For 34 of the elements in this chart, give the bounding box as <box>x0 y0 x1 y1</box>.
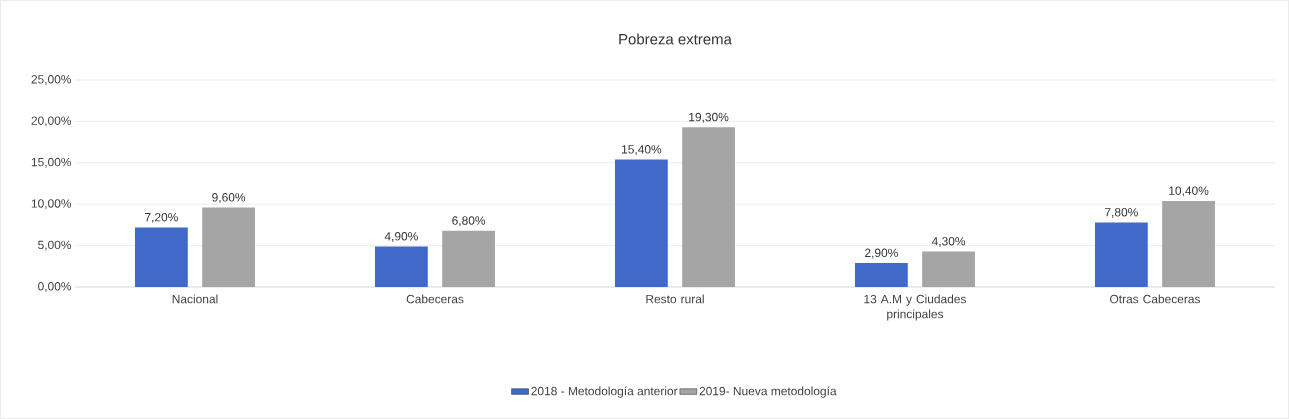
x-tick-label: Otras Cabeceras <box>1110 294 1201 304</box>
bar <box>614 159 668 287</box>
data-label: 7,20% <box>145 212 178 223</box>
bar <box>922 251 975 287</box>
bar <box>1094 222 1148 287</box>
data-label: 10,40% <box>1169 186 1209 197</box>
bar <box>135 227 188 287</box>
data-label: 15,40% <box>622 145 662 155</box>
bar <box>854 262 908 287</box>
legend-label: 2018 - Metodología anterior <box>531 386 678 398</box>
data-label: 9,60% <box>212 193 246 203</box>
legend-label: 2019- Nueva metodología <box>699 386 837 398</box>
y-tick-label: 0,00% <box>38 282 72 292</box>
bar <box>682 127 735 287</box>
x-tick-label: Resto rural <box>646 294 704 304</box>
data-label: 19,30% <box>689 112 729 123</box>
bar <box>442 230 495 287</box>
data-label: 4,30% <box>931 237 966 247</box>
y-tick-label: 15,00% <box>31 157 72 168</box>
x-tick-label: 13 A.M y Ciudades principales <box>864 294 967 321</box>
data-label: 2,90% <box>865 248 898 259</box>
x-tick-label: Cabeceras <box>406 294 464 304</box>
x-tick-label: Nacional <box>172 294 218 304</box>
y-tick-label: 10,00% <box>31 199 72 210</box>
bar <box>202 207 255 287</box>
data-label: 6,80% <box>452 216 486 227</box>
y-tick-label: 20,00% <box>31 116 72 127</box>
y-tick-label: 5,00% <box>38 240 72 251</box>
bar <box>1162 200 1215 287</box>
data-label: 4,90% <box>384 232 418 242</box>
y-tick-label: 25,00% <box>31 75 72 85</box>
data-label: 7,80% <box>1105 208 1138 218</box>
bar <box>374 246 428 287</box>
chart-title: Pobreza extrema <box>619 33 732 45</box>
